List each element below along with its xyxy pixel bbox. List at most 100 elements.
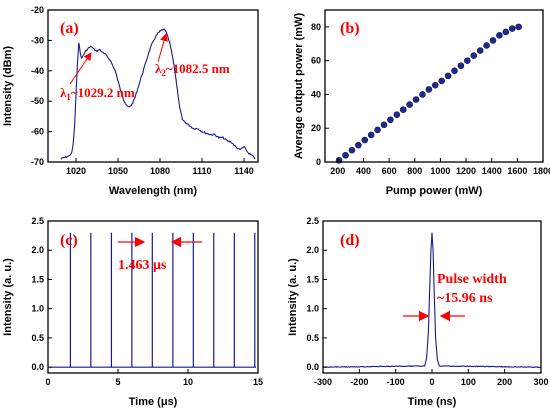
x-tick-label: 1200 bbox=[456, 166, 476, 176]
data-point bbox=[508, 25, 516, 32]
y-tick-label: -50 bbox=[31, 96, 44, 106]
y-tick-label: -70 bbox=[31, 157, 44, 167]
x-tick-label: 600 bbox=[382, 166, 397, 176]
data-point bbox=[425, 86, 433, 93]
y-tick-label: 1.0 bbox=[306, 304, 319, 314]
svg-text:λ1~1029.2 nm: λ1~1029.2 nm bbox=[60, 85, 135, 102]
y-tick-label: 2.0 bbox=[306, 245, 319, 255]
x-tick-label: 1140 bbox=[234, 166, 254, 176]
data-point bbox=[361, 136, 369, 144]
data-point bbox=[367, 131, 375, 139]
panel-c-label: (c) bbox=[60, 232, 78, 249]
data-point bbox=[406, 101, 413, 108]
x-tick-label: 15 bbox=[253, 377, 263, 387]
y-tick-label: 2.0 bbox=[31, 245, 44, 255]
svg-text:Pulse width: Pulse width bbox=[437, 272, 507, 287]
x-tick-label: 100 bbox=[461, 377, 476, 387]
panel-d-xlabel: Time (ns) bbox=[408, 396, 457, 408]
y-tick-label: 0.0 bbox=[31, 362, 44, 372]
panel-a-annotation-2: λ2~1082.5 nm bbox=[155, 33, 230, 78]
x-tick-label: -200 bbox=[350, 377, 368, 387]
y-tick-label: 2.5 bbox=[31, 216, 44, 226]
panel-d-annotation: Pulse width ~15.96 ns bbox=[403, 272, 507, 322]
x-tick-label: 1080 bbox=[150, 166, 170, 176]
data-point bbox=[464, 57, 471, 64]
data-point bbox=[387, 116, 394, 124]
x-tick-label: 10 bbox=[183, 377, 193, 387]
panel-a-frame bbox=[47, 9, 259, 163]
data-point bbox=[399, 106, 407, 113]
data-point bbox=[457, 62, 465, 70]
x-tick-label: 0 bbox=[45, 377, 50, 387]
y-tick-label: -30 bbox=[31, 35, 44, 45]
y-tick-label: -60 bbox=[31, 127, 44, 137]
y-tick-label: 0.5 bbox=[31, 333, 44, 343]
x-tick-label: -100 bbox=[387, 377, 405, 387]
data-point bbox=[489, 37, 497, 44]
x-tick-label: 300 bbox=[533, 377, 548, 387]
data-point bbox=[380, 121, 388, 129]
x-tick-label: -300 bbox=[314, 377, 332, 387]
data-point bbox=[412, 96, 420, 103]
trace-line bbox=[322, 232, 542, 368]
svg-text:~15.96 ns: ~15.96 ns bbox=[437, 291, 493, 306]
y-tick-label: -40 bbox=[31, 66, 44, 76]
panel-b-label: (b) bbox=[340, 20, 360, 37]
x-tick-label: 1020 bbox=[66, 166, 86, 176]
panel-d: -300 -200 -100 0 100 200 300 0.0 0.5 1.0 1.5 2.0 2.5… bbox=[287, 216, 549, 408]
data-point bbox=[431, 81, 439, 89]
panel-a: 1020 1050 1080 1110 1140 -70 -60 -50 -40 -30 -20 W… bbox=[2, 5, 259, 197]
y-tick-label: -20 bbox=[31, 5, 44, 15]
panel-c-ylabel: Intensity (a. u.) bbox=[2, 258, 14, 336]
data-point bbox=[393, 111, 401, 119]
data-point bbox=[355, 141, 362, 149]
panel-a-xlabel: Wavelength (nm) bbox=[109, 185, 198, 197]
x-tick-label: 1600 bbox=[507, 166, 527, 176]
x-tick-label: 200 bbox=[330, 166, 345, 176]
panel-a-label: (a) bbox=[60, 20, 79, 37]
panel-c-annotation: 1.463 μs bbox=[118, 236, 202, 273]
panel-a-ylabel: Intensity (dBm) bbox=[2, 46, 14, 126]
panel-d-ylabel: Intensity (a. u.) bbox=[287, 258, 299, 336]
data-point bbox=[476, 47, 484, 54]
panel-a-annotation-1: λ1~1029.2 nm bbox=[60, 52, 135, 102]
panel-c: 0 5 10 15 0.0 0.5 1.0 1.5 2.0 2.5 Time (μs) Inten… bbox=[2, 216, 263, 408]
panel-b-frame bbox=[324, 9, 544, 163]
trace-line bbox=[60, 28, 256, 160]
panel-d-label: (d) bbox=[340, 232, 360, 249]
panel-c-xlabel: Time (μs) bbox=[129, 396, 178, 408]
svg-text:λ2~1082.5 nm: λ2~1082.5 nm bbox=[155, 61, 230, 78]
y-tick-label: 80 bbox=[311, 22, 321, 32]
x-tick-label: 1400 bbox=[482, 166, 502, 176]
data-point bbox=[451, 67, 458, 75]
panel-c-frame bbox=[47, 220, 259, 374]
data-point bbox=[342, 151, 349, 159]
panel-b-xlabel: Pump power (mW) bbox=[386, 185, 483, 197]
y-tick-label: 0 bbox=[316, 157, 321, 167]
panel-b-ylabel: Average output power (mW) bbox=[293, 13, 305, 160]
y-tick-label: 2.5 bbox=[306, 216, 319, 226]
data-point bbox=[438, 77, 445, 85]
data-point bbox=[470, 52, 478, 59]
y-tick-label: 60 bbox=[311, 56, 321, 66]
y-tick-label: 1.5 bbox=[31, 274, 44, 284]
x-tick-label: 1050 bbox=[108, 166, 128, 176]
data-point bbox=[419, 91, 426, 98]
data-point bbox=[348, 146, 356, 154]
data-point bbox=[444, 72, 452, 80]
x-tick-label: 0 bbox=[429, 377, 434, 387]
y-tick-label: 0.0 bbox=[306, 362, 319, 372]
y-tick-label: 40 bbox=[311, 89, 321, 99]
x-tick-label: 1000 bbox=[430, 166, 450, 176]
data-point bbox=[515, 23, 522, 31]
x-tick-label: 400 bbox=[356, 166, 371, 176]
y-tick-label: 1.5 bbox=[306, 274, 319, 284]
data-point bbox=[502, 28, 510, 36]
y-tick-label: 20 bbox=[311, 123, 321, 133]
data-point bbox=[483, 42, 490, 49]
svg-text:1.463 μs: 1.463 μs bbox=[118, 258, 167, 273]
y-tick-label: 1.0 bbox=[31, 304, 44, 314]
